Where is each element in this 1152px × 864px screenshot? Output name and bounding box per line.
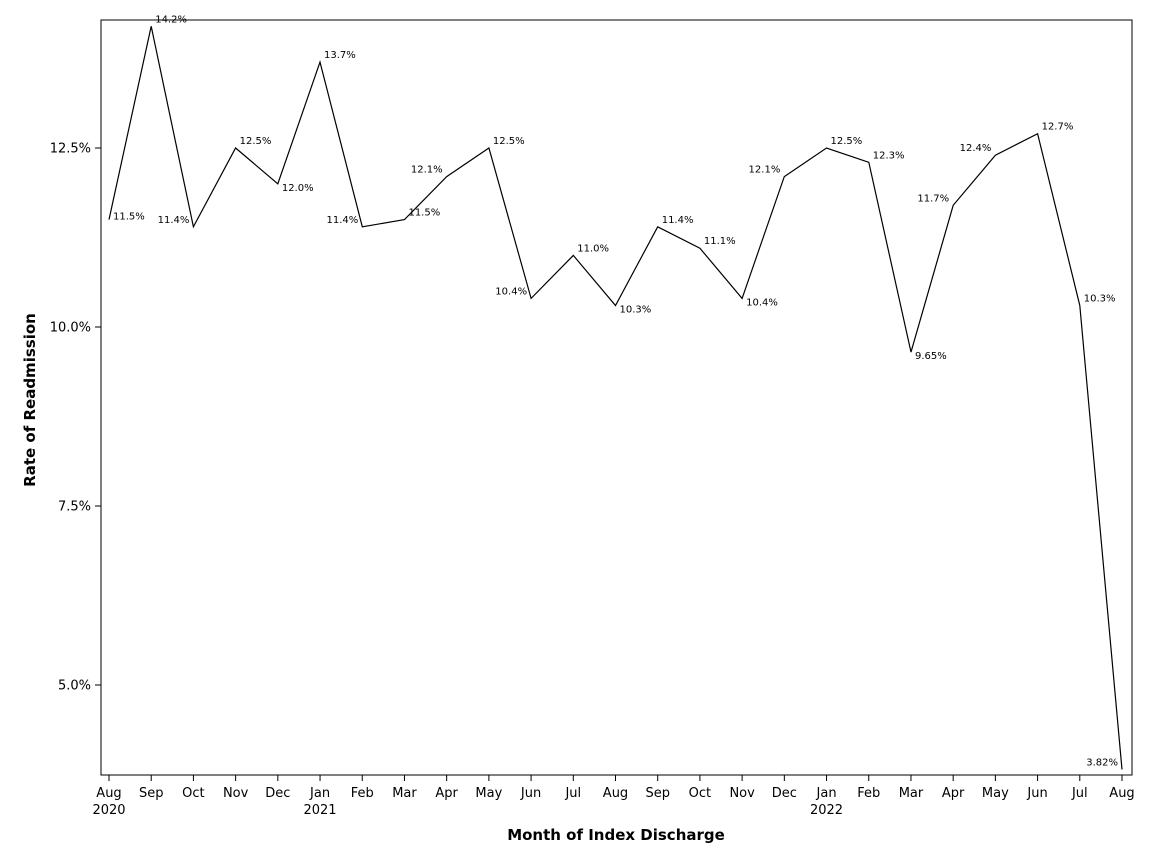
x-tick-label: Sep	[645, 786, 670, 801]
x-axis: Aug Sep Oct Nov Dec Jan Feb Mar Apr May Jun Jul Aug S…	[92, 775, 1135, 818]
x-tick-label: Oct	[689, 786, 711, 801]
data-label: 14.2%	[155, 14, 187, 25]
x-tick-label: Apr	[942, 786, 965, 801]
x-tick-label: May	[475, 786, 502, 801]
data-labels: 11.5% 14.2% 11.4% 12.5% 12.0% 13.7% 11.4% 11.5%…	[113, 14, 1118, 768]
x-tick-label: Nov	[729, 786, 755, 801]
x-tick-label: May	[982, 786, 1009, 801]
y-tick-label: 12.5%	[50, 142, 91, 157]
y-axis-title: Rate of Readmission	[21, 313, 39, 487]
data-label: 3.82%	[1086, 757, 1118, 768]
data-label: 11.7%	[917, 193, 949, 204]
data-label: 12.0%	[282, 183, 314, 194]
x-tick-label: Nov	[223, 786, 249, 801]
data-label: 12.1%	[411, 165, 443, 176]
data-label: 12.1%	[749, 165, 781, 176]
x-tick-label: Jan	[309, 786, 330, 801]
data-label: 12.5%	[493, 136, 525, 147]
data-label: 11.4%	[326, 215, 358, 226]
x-tick-label: Apr	[435, 786, 458, 801]
x-tick-label: Feb	[857, 786, 880, 801]
series-line	[108, 26, 1123, 770]
x-axis-title: Month of Index Discharge	[507, 826, 725, 844]
data-label: 10.3%	[1084, 294, 1116, 305]
x-tick-label: Sep	[139, 786, 164, 801]
data-label: 10.3%	[620, 305, 652, 316]
data-label: 12.3%	[873, 150, 905, 161]
data-label: 12.5%	[831, 136, 863, 147]
x-tick-label: Aug	[1109, 786, 1134, 801]
data-label: 10.4%	[495, 286, 527, 297]
data-label: 13.7%	[324, 50, 356, 61]
x-tick-label: Jan	[816, 786, 837, 801]
y-tick-label: 5.0%	[58, 679, 91, 694]
y-tick-label: 7.5%	[58, 500, 91, 515]
data-label: 10.4%	[746, 297, 778, 308]
x-tick-label: Oct	[182, 786, 204, 801]
x-tick-label: Jun	[1026, 786, 1047, 801]
x-tick-label: Feb	[351, 786, 374, 801]
y-tick-label: 10.0%	[50, 321, 91, 336]
data-label: 9.65%	[915, 351, 947, 362]
data-label: 11.0%	[577, 243, 609, 254]
x-tick-label: Jun	[520, 786, 541, 801]
data-label: 11.4%	[662, 215, 694, 226]
x-tick-label: Dec	[265, 786, 290, 801]
x-tick-label: Mar	[899, 786, 924, 801]
data-label: 11.5%	[408, 208, 440, 219]
x-year-label: 2022	[810, 803, 843, 818]
data-label: 12.4%	[960, 143, 992, 154]
x-year-label: 2021	[303, 803, 336, 818]
x-tick-label: Aug	[603, 786, 628, 801]
x-tick-label: Jul	[1071, 786, 1088, 801]
data-label: 12.5%	[240, 136, 272, 147]
plot-area	[100, 19, 1133, 776]
x-tick-label: Mar	[392, 786, 417, 801]
x-year-label: 2020	[92, 803, 125, 818]
data-label: 12.7%	[1042, 122, 1074, 133]
data-label: 11.4%	[158, 215, 190, 226]
data-label: 11.1%	[704, 236, 736, 247]
x-tick-label: Jul	[564, 786, 581, 801]
y-axis: 5.0% 7.5% 10.0% 12.5%	[50, 142, 101, 694]
x-tick-label: Aug	[96, 786, 121, 801]
data-label: 11.5%	[113, 212, 145, 223]
x-tick-label: Dec	[772, 786, 797, 801]
